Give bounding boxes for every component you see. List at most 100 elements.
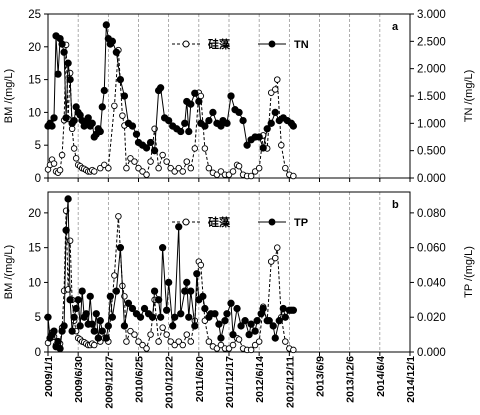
data-point-硅藻 (183, 158, 191, 165)
y-right-tick-label: 2.500 (417, 36, 446, 48)
data-point-TP (171, 313, 179, 321)
y-right-axis-label: TP /(mg/L) (463, 246, 475, 298)
data-point-TP (175, 223, 183, 231)
data-point-硅藻 (290, 172, 297, 180)
y-right-axis-label: TN /(mg/L) (463, 70, 475, 123)
data-point-TN (205, 116, 213, 125)
data-point-TP (221, 317, 229, 325)
panel-label: b (392, 199, 399, 211)
x-tick-label: 2009/6/30 (73, 356, 85, 403)
data-point-TP (136, 313, 145, 321)
data-point-硅藻 (155, 164, 162, 172)
legend-marker (182, 40, 190, 48)
data-point-硅藻 (147, 331, 154, 338)
x-tick-label: 2013/6/9 (315, 356, 327, 397)
data-point-TN (88, 119, 96, 127)
y-right-tick-label: 0.060 (417, 243, 446, 255)
data-point-硅藻 (235, 162, 243, 170)
data-point-硅藻 (205, 338, 213, 345)
x-tick-label: 2011/6/20 (194, 356, 206, 402)
data-point-TP (124, 299, 133, 307)
data-point-TN (267, 119, 275, 127)
data-point-TN (255, 133, 263, 141)
data-point-硅藻 (179, 168, 186, 175)
data-point-硅藻 (163, 331, 170, 338)
data-point-TN (209, 108, 217, 117)
data-point-TP (86, 292, 94, 300)
data-point-硅藻 (105, 164, 112, 172)
data-point-TN (259, 144, 267, 152)
data-point-硅藻 (205, 164, 213, 172)
data-point-TP (169, 322, 177, 330)
data-point-TP (54, 337, 62, 346)
y-left-tick-label: 10 (28, 107, 41, 119)
data-point-硅藻 (115, 213, 122, 220)
data-point-TP (150, 287, 159, 295)
data-point-硅藻 (131, 158, 138, 165)
data-point-TP (193, 270, 201, 278)
data-point-TN (177, 127, 185, 136)
data-point-TN (227, 92, 235, 100)
data-point-硅藻 (229, 168, 237, 175)
data-point-TN (239, 116, 247, 125)
y-left-tick-label: 5 (35, 312, 41, 324)
y-right-tick-label: 1.500 (417, 91, 446, 103)
data-point-TP (128, 304, 137, 313)
data-point-TP (241, 317, 249, 325)
data-point-TP (251, 327, 259, 335)
data-point-硅藻 (155, 338, 162, 345)
y-right-tick-label: 0.040 (417, 277, 446, 289)
data-point-TN (108, 37, 117, 45)
data-point-硅藻 (159, 324, 166, 331)
data-point-TP (165, 278, 173, 287)
data-point-TP (156, 313, 165, 321)
data-point-硅藻 (111, 272, 118, 279)
data-point-硅藻 (159, 151, 166, 159)
data-point-硅藻 (147, 158, 154, 165)
data-point-TP (275, 317, 283, 325)
data-point-TN (181, 119, 189, 127)
y-left-tick-label: 20 (28, 42, 41, 54)
data-point-硅藻 (187, 338, 195, 345)
data-point-TN (132, 130, 141, 138)
data-point-硅藻 (225, 345, 233, 352)
x-tick-label: 2012/6/14 (254, 356, 266, 403)
y-left-tick-label: 20 (28, 208, 41, 220)
legend-marker (268, 218, 276, 226)
data-point-TP (271, 334, 279, 342)
data-point-TN (102, 21, 110, 29)
data-point-TP (158, 244, 167, 252)
y-left-tick-label: 10 (28, 277, 41, 289)
data-point-TN (62, 114, 70, 122)
data-point-硅藻 (274, 244, 281, 251)
data-point-TN (150, 147, 159, 155)
y-left-tick-label: 25 (28, 9, 41, 21)
data-point-TP (90, 327, 98, 335)
data-point-TP (60, 322, 68, 330)
data-point-TN (187, 100, 195, 108)
data-point-TN (191, 89, 199, 97)
x-tick-label: 2012/12/11 (284, 356, 296, 408)
data-point-硅藻 (267, 258, 275, 265)
data-point-TP (191, 322, 199, 330)
data-point-硅藻 (171, 341, 178, 349)
data-point-TP (104, 322, 112, 330)
data-point-TP (66, 296, 74, 304)
data-point-硅藻 (163, 158, 170, 165)
y-right-tick-label: 2.000 (417, 64, 446, 76)
data-point-TP (56, 344, 64, 353)
y-left-tick-label: 15 (28, 75, 41, 87)
data-point-TN (48, 122, 56, 130)
data-point-TP (68, 327, 76, 335)
data-point-硅藻 (111, 102, 118, 110)
data-point-硅藻 (56, 166, 64, 174)
data-point-TP (92, 310, 100, 318)
data-point-TP (78, 287, 86, 295)
y-left-tick-label: 15 (28, 243, 41, 255)
data-point-硅藻 (278, 141, 285, 149)
data-point-TN (156, 84, 165, 92)
plot-frame (47, 191, 411, 353)
y-right-tick-label: 0.000 (417, 173, 446, 185)
legend-label: TP (294, 217, 308, 229)
